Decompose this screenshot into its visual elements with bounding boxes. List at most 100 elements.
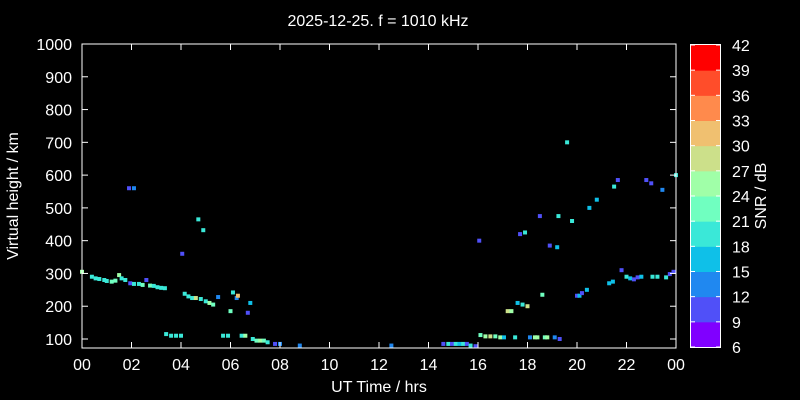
data-point xyxy=(144,278,149,282)
data-point xyxy=(441,341,446,346)
colorbar-bin xyxy=(691,296,720,323)
data-point xyxy=(619,268,624,273)
data-point xyxy=(113,278,118,283)
data-point xyxy=(628,276,633,281)
colorbar-tick-label: 24 xyxy=(732,189,750,206)
data-point xyxy=(635,275,640,280)
data-point xyxy=(207,300,212,305)
data-point xyxy=(258,338,263,343)
data-point xyxy=(520,302,525,307)
data-point xyxy=(523,230,528,235)
y-tick-label: 600 xyxy=(45,168,72,185)
data-point xyxy=(540,292,545,297)
data-point xyxy=(245,310,250,315)
colorbar-bin xyxy=(691,170,720,197)
colorbar-bin xyxy=(691,95,720,121)
data-point xyxy=(587,205,592,210)
y-tick-label: 400 xyxy=(45,234,72,251)
data-point xyxy=(265,340,270,345)
data-point xyxy=(446,341,451,346)
data-point xyxy=(151,283,156,288)
y-tick-label: 1000 xyxy=(36,37,72,54)
data-point xyxy=(545,335,550,340)
colorbar-tick-label: 36 xyxy=(732,88,750,105)
data-point xyxy=(535,335,540,340)
data-point xyxy=(131,281,136,286)
y-axis-label: Virtual height / km xyxy=(5,132,22,260)
data-point xyxy=(468,343,473,348)
data-point xyxy=(488,334,493,339)
data-point xyxy=(453,341,458,346)
x-tick-label: 10 xyxy=(321,357,339,374)
data-point xyxy=(159,285,164,290)
data-point xyxy=(660,187,665,192)
x-tick-label: 20 xyxy=(568,357,586,374)
data-point xyxy=(493,334,498,339)
data-points xyxy=(80,140,678,349)
data-point xyxy=(216,295,221,300)
data-point xyxy=(612,184,617,189)
data-point xyxy=(230,290,235,295)
data-point xyxy=(389,343,394,348)
data-point xyxy=(136,281,141,286)
colorbar-tick-label: 18 xyxy=(732,239,750,256)
data-point xyxy=(655,274,660,279)
y-tick-label: 300 xyxy=(45,266,72,283)
colorbar-tick-label: 33 xyxy=(732,114,750,131)
data-point xyxy=(537,214,542,219)
data-point xyxy=(243,333,248,338)
data-point xyxy=(186,294,191,299)
data-point xyxy=(248,300,253,305)
data-point xyxy=(610,279,615,284)
data-point xyxy=(228,309,233,314)
data-point xyxy=(483,334,488,339)
x-tick-label: 16 xyxy=(469,357,487,374)
y-ticks: 100 200 300 400 500 600 700 800 900 1000 xyxy=(36,37,676,349)
data-point xyxy=(570,219,575,223)
colorbar-bin xyxy=(691,70,720,96)
colorbar-bin xyxy=(691,221,720,247)
data-point xyxy=(579,291,584,296)
colorbar-frame xyxy=(690,44,721,348)
data-point xyxy=(542,335,547,340)
data-point xyxy=(631,277,636,282)
x-tick-label: 14 xyxy=(420,357,438,374)
y-tick-label: 700 xyxy=(45,135,72,152)
x-tick-label: 12 xyxy=(370,357,388,374)
colorbar-tick-label: 30 xyxy=(732,139,750,156)
data-point xyxy=(140,282,145,287)
colorbar: 6 9 12 15 18 21 24 27 30 33 36 39 42 xyxy=(690,38,750,357)
data-point xyxy=(297,343,302,348)
colorbar-bin xyxy=(691,45,720,71)
data-point xyxy=(196,217,201,222)
data-point xyxy=(89,274,94,279)
y-tick-label: 800 xyxy=(45,103,72,120)
data-point xyxy=(509,309,514,314)
x-tick-label: 18 xyxy=(519,357,537,374)
data-point xyxy=(180,251,185,256)
data-point xyxy=(93,276,98,281)
y-tick-label: 100 xyxy=(45,332,72,349)
data-point xyxy=(594,197,599,202)
y-tick-label: 900 xyxy=(45,70,72,87)
plot-frame xyxy=(81,43,677,349)
colorbar-bin xyxy=(691,145,720,172)
data-point xyxy=(198,297,203,302)
x-tick-label: 00 xyxy=(667,357,685,374)
data-point xyxy=(123,278,128,282)
data-point xyxy=(671,269,676,274)
data-point xyxy=(501,335,506,340)
data-point xyxy=(624,274,629,279)
data-point xyxy=(575,293,579,298)
data-point xyxy=(577,293,582,298)
data-point xyxy=(261,338,266,343)
colorbar-tick-label: 21 xyxy=(732,214,750,231)
data-point xyxy=(117,273,122,278)
data-point xyxy=(119,276,124,281)
colorbar-tick-label: 6 xyxy=(732,340,741,357)
data-point xyxy=(235,293,240,298)
data-point xyxy=(584,287,589,292)
data-point xyxy=(464,341,469,346)
y-tick-label: 200 xyxy=(45,299,72,316)
x-axis-label: UT Time / hrs xyxy=(331,379,427,396)
